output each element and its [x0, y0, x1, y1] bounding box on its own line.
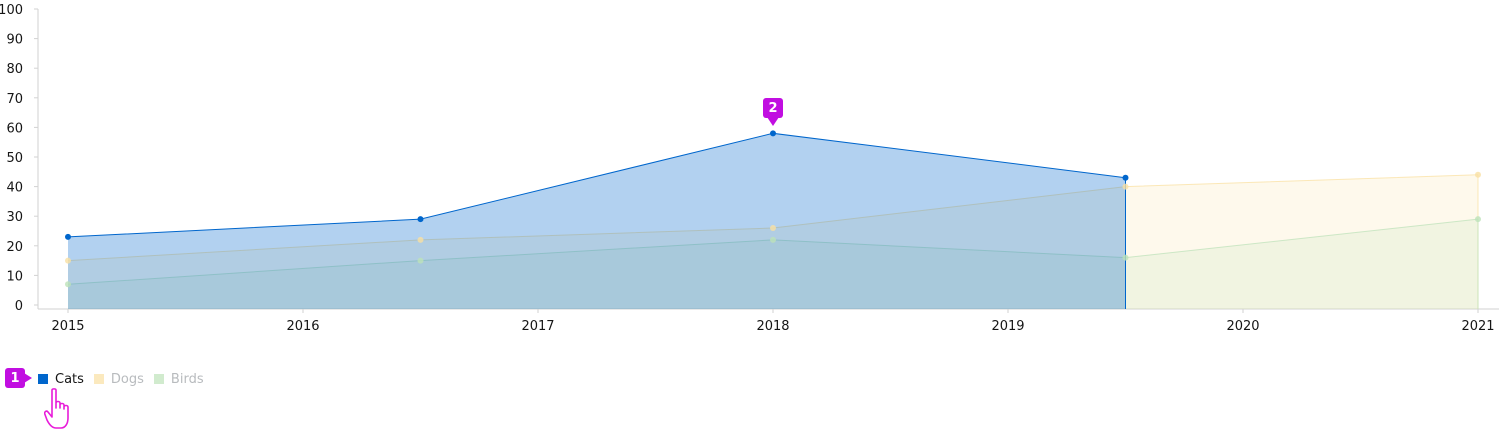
y-tick-label: 10 [6, 269, 23, 284]
legend-swatch-dogs [93, 374, 104, 384]
point-dogs-4 [1475, 171, 1481, 178]
line-cats [67, 132, 1126, 238]
chart-axes: 0 10 20 30 40 50 60 70 80 90 100 2015 2016 2017 2018 20… [0, 3, 1499, 334]
y-tick-label: 60 [6, 121, 23, 136]
point-birds-0 [65, 281, 71, 288]
hand-pointer-icon [44, 388, 69, 429]
chart-points [65, 130, 1481, 288]
point-cats-0 [65, 233, 71, 240]
y-tick-label: 40 [6, 181, 23, 196]
area-cats [68, 133, 1126, 309]
legend-swatch-birds [153, 374, 164, 384]
point-dogs-3 [1122, 183, 1129, 190]
x-tick-label: 2020 [1226, 319, 1259, 334]
y-tick-label: 50 [6, 151, 23, 166]
point-birds-2 [770, 236, 776, 243]
area-chart: 0 10 20 30 40 50 60 70 80 90 100 2015 2016 2017 2018 20… [0, 3, 1499, 334]
point-cats-3 [1122, 174, 1129, 181]
point-birds-4 [1475, 216, 1481, 223]
x-tick-label: 2016 [286, 319, 319, 334]
legend-label-cats: Cats [55, 371, 84, 387]
x-tick-label: 2015 [51, 319, 84, 334]
point-dogs-0 [65, 257, 71, 264]
legend-item-dogs[interactable]: Dogs [93, 371, 144, 387]
x-tick-label: 2019 [991, 319, 1024, 334]
point-cats-1 [417, 216, 424, 223]
point-cats-2 [770, 130, 776, 137]
chart-legend: Cats Dogs Birds [38, 370, 204, 388]
legend-item-birds[interactable]: Birds [153, 371, 204, 387]
legend-label-dogs: Dogs [110, 371, 144, 387]
point-birds-1 [417, 257, 424, 264]
point-dogs-1 [417, 236, 424, 243]
y-tick-label: 80 [6, 62, 23, 77]
chart-areas [67, 132, 1479, 309]
y-tick-label: 90 [6, 33, 23, 48]
point-dogs-2 [770, 225, 776, 232]
y-tick-label: 0 [15, 299, 23, 314]
annotation-badge-1: 1 [5, 368, 32, 388]
legend-swatch-cats [38, 374, 48, 384]
legend-label-birds: Birds [170, 371, 204, 387]
annotation-badge-2: 2 [763, 98, 783, 126]
point-birds-3 [1122, 254, 1129, 261]
x-tick-label: 2017 [521, 319, 554, 334]
y-tick-label: 20 [6, 240, 23, 255]
legend-item-cats[interactable]: Cats [38, 372, 84, 387]
x-tick-label: 2018 [756, 319, 789, 334]
x-tick-label: 2021 [1461, 319, 1494, 334]
y-tick-label: 30 [6, 210, 23, 225]
y-tick-label: 70 [6, 92, 23, 107]
y-tick-label: 100 [0, 3, 23, 18]
